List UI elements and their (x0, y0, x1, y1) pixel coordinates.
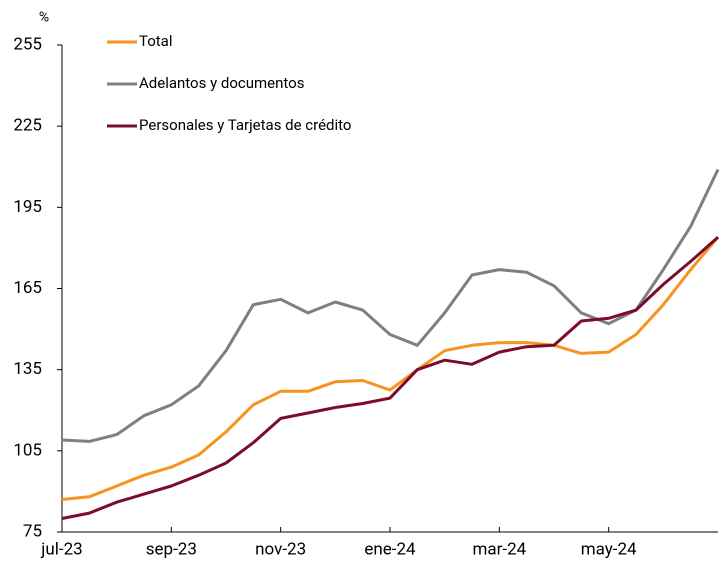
y-tick-label: 195 (13, 197, 42, 217)
x-tick-label: mar-24 (472, 539, 526, 559)
legend-label: Personales y Tarjetas de crédito (139, 116, 351, 134)
x-tick-label: may-24 (581, 539, 637, 559)
series-line (61, 235, 719, 520)
y-tick-label: 255 (13, 34, 42, 54)
y-tick-label: 165 (13, 278, 42, 298)
x-tick-label: sep-23 (146, 539, 197, 559)
y-axis-label: % (39, 10, 49, 26)
series-line (61, 236, 720, 501)
legend-label: Total (139, 32, 173, 50)
legend-label: Adelantos y documentos (139, 74, 304, 92)
x-tick-label: nov-23 (255, 539, 306, 559)
x-tick-label: ene-24 (364, 539, 416, 559)
y-tick-label: 225 (13, 116, 42, 136)
x-tick-label: jul-23 (40, 539, 82, 559)
series-line (61, 168, 720, 443)
y-tick-label: 75 (23, 521, 42, 541)
y-tick-label: 135 (13, 359, 42, 379)
y-tick-label: 105 (13, 440, 42, 460)
